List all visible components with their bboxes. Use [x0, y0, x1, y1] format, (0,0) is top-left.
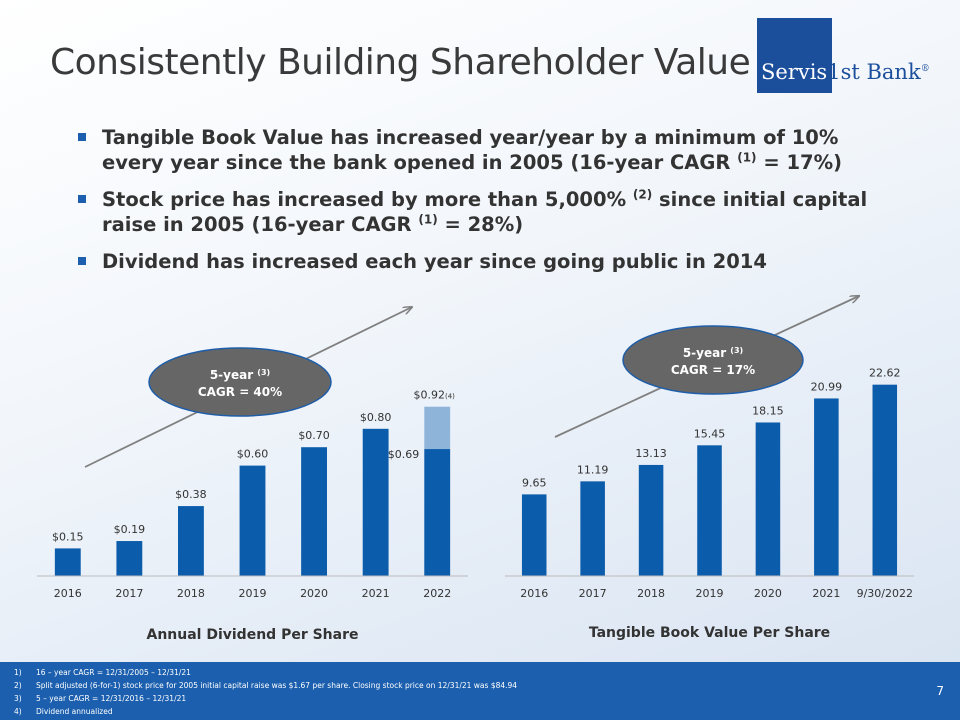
x-tick-label: 2022: [423, 587, 451, 600]
footnote-item: 3) 5 – year CAGR = 12/31/2016 – 12/31/21: [14, 692, 517, 705]
bar: [362, 428, 389, 576]
footnote-number: 3): [14, 694, 22, 703]
bullet-list: Tangible Book Value has increased year/y…: [78, 125, 868, 286]
bullet-item: Dividend has increased each year since g…: [78, 249, 868, 274]
bar-value-label: $0.19: [114, 523, 146, 536]
bullet-footnote-ref: (1): [418, 212, 438, 227]
x-tick-label: 2020: [754, 587, 782, 600]
bar: [638, 464, 664, 576]
bar: [54, 548, 81, 576]
footnote-text: Split adjusted (6-for-1) stock price for…: [36, 681, 518, 690]
bullet-text: Dividend has increased each year since g…: [102, 250, 767, 273]
bullet-item: Stock price has increased by more than 5…: [78, 187, 868, 237]
logo-box: [757, 18, 832, 93]
chart-title: Tangible Book Value Per Share: [589, 625, 830, 641]
bullet-marker-icon: [78, 195, 86, 203]
bar: [521, 494, 547, 576]
footnote-text: 16 – year CAGR = 12/31/2005 – 12/31/21: [36, 668, 191, 677]
footnotes-bar: 1) 16 – year CAGR = 12/31/2005 – 12/31/21…: [0, 662, 960, 720]
callout-footnote-ref: (3): [730, 346, 743, 355]
x-tick-label: 2018: [177, 587, 205, 600]
company-logo: Servis1st Bank®: [757, 18, 943, 93]
cagr-callout: 5-year (3) CAGR = 17%: [622, 325, 804, 395]
bar-value-label: $0.92(4): [414, 389, 456, 402]
bar-value-label: 15.45: [694, 427, 726, 440]
x-tick-label: 2021: [362, 587, 390, 600]
x-tick-label: 9/30/2022: [857, 587, 913, 600]
bar-value-label: 20.99: [811, 380, 843, 393]
bar-value-footnote-ref: (4): [445, 393, 455, 401]
page-number: 7: [936, 684, 944, 698]
logo-text-white: Servis: [761, 60, 828, 84]
bar-base-label: $0.69: [388, 448, 420, 461]
footnote-number: 1): [14, 668, 22, 677]
footnote-text: 5 – year CAGR = 12/31/2016 – 12/31/21: [36, 694, 187, 703]
bar-value-label: 13.13: [635, 447, 667, 460]
callout-line-1: 5-year (3): [683, 346, 743, 360]
footnote-item: 1) 16 – year CAGR = 12/31/2005 – 12/31/21: [14, 666, 517, 679]
callout-line-2: CAGR = 17%: [671, 363, 755, 377]
logo-registered-mark: ®: [920, 64, 930, 74]
x-tick-label: 2018: [637, 587, 665, 600]
x-tick-label: 2016: [520, 587, 548, 600]
footnote-list: 1) 16 – year CAGR = 12/31/2005 – 12/31/21…: [14, 666, 517, 718]
bar-value-label: $0.70: [298, 429, 330, 442]
bar: [116, 541, 143, 576]
callout-ellipse: [622, 325, 804, 395]
footnote-number: 2): [14, 681, 22, 690]
chart-1: $0.15 2016 $0.19 2017 $0.38 2018 $0.60 2019 $0.7…: [37, 307, 468, 643]
bullet-text-after: = 17%): [756, 151, 843, 174]
callout-footnote-ref: (3): [257, 368, 270, 377]
bullet-footnote-ref: (1): [737, 150, 757, 165]
bar: [239, 465, 266, 576]
slide-title: Consistently Building Shareholder Value: [50, 42, 751, 83]
callout-line-2: CAGR = 40%: [198, 385, 282, 399]
bar: [177, 506, 204, 576]
bar-value-label: 22.62: [869, 367, 901, 380]
callout-line-1: 5-year (3): [210, 368, 270, 382]
bar-value-label: $0.38: [175, 488, 207, 501]
logo-wordmark: Servis1st Bank®: [761, 60, 930, 84]
bar: [301, 447, 328, 576]
bullet-text: Stock price has increased by more than 5…: [102, 188, 633, 211]
x-tick-label: 2017: [115, 587, 143, 600]
bar-value-label: 18.15: [752, 404, 784, 417]
x-tick-label: 2021: [812, 587, 840, 600]
bar: [697, 445, 722, 576]
bar: [814, 398, 839, 576]
bullet-item: Tangible Book Value has increased year/y…: [78, 125, 868, 175]
bar-value-label: $0.80: [360, 411, 392, 424]
bar: [755, 422, 781, 576]
bar-value-label: 9.65: [522, 476, 547, 489]
footnote-item: 4) Dividend annualized: [14, 705, 517, 718]
bullet-footnote-ref: (2): [632, 187, 653, 202]
x-tick-label: 2016: [54, 587, 82, 600]
bar-value-label: 11.19: [577, 463, 609, 476]
bullet-marker-icon: [78, 133, 86, 141]
bar-increment: [424, 406, 451, 450]
cagr-callout: 5-year (3) CAGR = 40%: [148, 347, 332, 417]
x-tick-label: 2017: [579, 587, 607, 600]
bar: [580, 481, 605, 576]
bullet-text-after: since initial capital raise in 2005 (16-…: [102, 188, 868, 236]
bar: [872, 384, 898, 576]
chart-2: 9.65 2016 11.19 2017 13.13 2018 15.45 2019 18.15…: [505, 296, 914, 641]
bar-base: [424, 449, 451, 576]
bar-value-label: $0.60: [237, 448, 269, 461]
logo-text-blue: 1st Bank: [827, 60, 921, 84]
x-tick-label: 2019: [696, 587, 724, 600]
charts-canvas: $0.15 2016 $0.19 2017 $0.38 2018 $0.60 2019 $0.7…: [37, 0, 914, 643]
bar-value-label: $0.15: [52, 530, 84, 543]
callout-ellipse: [148, 347, 332, 417]
x-tick-label: 2019: [239, 587, 267, 600]
bullet-text-after: = 28%): [437, 213, 524, 236]
footnote-number: 4): [14, 707, 22, 716]
bullet-marker-icon: [78, 257, 86, 265]
chart-title: Annual Dividend Per Share: [146, 627, 358, 643]
bullet-text: Tangible Book Value has increased year/y…: [102, 126, 839, 174]
footnote-item: 2) Split adjusted (6-for-1) stock price f…: [14, 679, 517, 692]
x-tick-label: 2020: [300, 587, 328, 600]
footnote-text: Dividend annualized: [36, 707, 113, 716]
